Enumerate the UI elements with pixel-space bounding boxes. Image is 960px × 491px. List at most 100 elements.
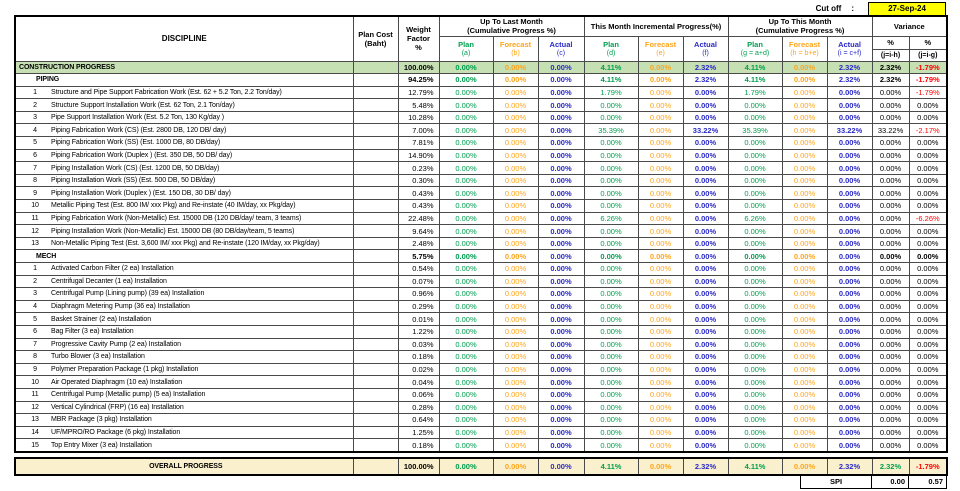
value-cell: 0.00% (583, 199, 639, 213)
variance-ih-cell: 0.00% (871, 186, 910, 201)
discipline-cell: 2 Structure Support Installation Work (Es… (14, 98, 354, 112)
value-cell: 0.00% (637, 413, 684, 427)
value-cell: 0.00% (727, 249, 783, 263)
spi-label: SPI (800, 474, 872, 489)
item-label: Piping Installation Work (CS) (Est. 1200… (51, 164, 220, 172)
weight-cell: 5.75% (397, 249, 440, 263)
value-cell: 0.00% (438, 98, 494, 112)
item-number: 2 (33, 101, 37, 109)
value-cell: 0.00% (583, 400, 639, 415)
value-cell: 0.00% (537, 199, 585, 213)
item-label: Structure Support Installation Work (Est… (51, 101, 235, 109)
group3-line1: Up To This Month (768, 17, 832, 27)
value-cell: 0.00% (438, 324, 494, 339)
variance-ig-cell: 0.00% (908, 161, 948, 175)
variance-ig-cell: 0.00% (908, 413, 948, 427)
value-cell: 0.00% (492, 274, 539, 289)
variance-ig-cell: 0.00% (908, 337, 948, 352)
overall-progress-table: OVERALL PROGRESS 100.00% 0.00% 0.00% 0.00% 4.… (14, 457, 948, 476)
cutoff-bar: Cut off : 27-Sep-24 (816, 1, 946, 16)
value-cell: 0.00% (637, 73, 684, 87)
weight-cell: 0.04% (397, 375, 440, 389)
value-cell: 0.00% (826, 236, 873, 251)
weight-cell: 0.30% (397, 173, 440, 188)
item-number: 11 (31, 391, 39, 399)
variance-ig-cell: 0.00% (908, 249, 948, 263)
variance-ih-cell: 0.00% (871, 350, 910, 364)
value-cell: 0.00% (826, 161, 873, 175)
value-cell: 0.00% (826, 425, 873, 440)
item-label: UF/MPRO/RO Package (6 pkg) Installation (51, 429, 181, 437)
value-cell: 0.00% (492, 249, 539, 263)
value-cell: 0.00% (781, 287, 828, 301)
value-cell: 0.00% (682, 287, 729, 301)
plan-cost-cell (352, 362, 399, 377)
plan-cost-cell (352, 457, 399, 476)
value-cell: 0.00% (537, 148, 585, 163)
variance-ig-cell: 0.00% (908, 375, 948, 389)
value-cell: 0.00% (492, 136, 539, 150)
plan-cost-cell (352, 249, 399, 263)
value-cell: 0.00% (826, 287, 873, 301)
value-cell: 0.00% (438, 262, 494, 276)
value-cell: 4.11% (583, 457, 639, 476)
plan-cost-cell (352, 85, 399, 100)
value-cell: 0.00% (537, 123, 585, 138)
value-cell: 0.00% (826, 136, 873, 150)
value-cell: 2.32% (682, 457, 729, 476)
value-cell: 0.00% (727, 337, 783, 352)
value-cell: 0.00% (682, 425, 729, 440)
col-header-plan-g: Plan (g = a+d) (727, 35, 783, 62)
value-cell: 0.00% (727, 287, 783, 301)
item-number: 5 (33, 315, 37, 323)
value-cell: 0.00% (682, 249, 729, 263)
value-cell: 0.00% (438, 299, 494, 314)
value-cell: 0.00% (727, 136, 783, 150)
item-label: Polymer Preparation Package (1 pkg) Inst… (51, 366, 199, 374)
value-cell: 0.00% (583, 186, 639, 201)
plan-cost-cell (352, 224, 399, 238)
value-cell: 0.00% (781, 236, 828, 251)
table-row-item: 6 Bag Filter (3 ea) Installation 1.22% 0.00… (14, 324, 948, 339)
value-cell: 0.00% (637, 312, 684, 326)
variance-ig-cell: 0.00% (908, 438, 948, 453)
variance-ih-cell: 0.00% (871, 287, 910, 301)
table-row-group: MECH 5.75% 0.00% 0.00% 0.00% 0.00% 0.00% 0.00% 0… (14, 249, 948, 263)
value-cell: 0.00% (727, 148, 783, 163)
discipline-cell: 10 Metallic Piping Test (Est. 800 IM/ xxx… (14, 199, 354, 213)
discipline-cell: 2 Centrifugal Decanter (1 ea) Installatio… (14, 274, 354, 289)
discipline-cell: 14 UF/MPRO/RO Package (6 pkg) Installatio… (14, 425, 354, 440)
value-cell: 0.00% (438, 224, 494, 238)
value-cell: 0.00% (537, 262, 585, 276)
col-header-actual-c: Actual (c) (537, 35, 585, 62)
value-cell: 0.00% (438, 400, 494, 415)
value-cell: 0.00% (637, 249, 684, 263)
table-row-item: 14 UF/MPRO/RO Package (6 pkg) Installatio… (14, 425, 948, 440)
value-cell: 0.00% (492, 173, 539, 188)
discipline-cell: 8 Turbo Blower (3 ea) Installation (14, 350, 354, 364)
value-cell: 0.00% (826, 400, 873, 415)
discipline-cell: 7 Piping Installation Work (CS) (Est. 120… (14, 161, 354, 175)
value-cell: 0.00% (537, 413, 585, 427)
weight-cell: 0.29% (397, 299, 440, 314)
plan-cost-cell (352, 136, 399, 150)
value-cell: 0.00% (826, 299, 873, 314)
item-number: 15 (31, 441, 39, 449)
value-cell: 0.00% (438, 236, 494, 251)
value-cell: 0.00% (438, 211, 494, 226)
value-cell: 0.00% (537, 312, 585, 326)
item-label: Top Entry Mixer (3 ea) Installation (51, 441, 152, 449)
col-header-plan-a: Plan (a) (438, 35, 494, 62)
value-cell: 35.39% (583, 123, 639, 138)
plan-d-label: Plan (603, 39, 619, 49)
value-cell: 0.00% (682, 438, 729, 453)
value-cell: 0.00% (537, 136, 585, 150)
value-cell: 0.00% (637, 362, 684, 377)
value-cell: 0.00% (826, 199, 873, 213)
value-cell: 0.00% (583, 350, 639, 364)
item-number: 9 (33, 189, 37, 197)
value-cell: 0.00% (781, 123, 828, 138)
value-cell: 0.00% (781, 350, 828, 364)
value-cell: 0.00% (492, 262, 539, 276)
table-row-item: 4 Diaphragm Metering Pump (36 ea) Install… (14, 299, 948, 314)
